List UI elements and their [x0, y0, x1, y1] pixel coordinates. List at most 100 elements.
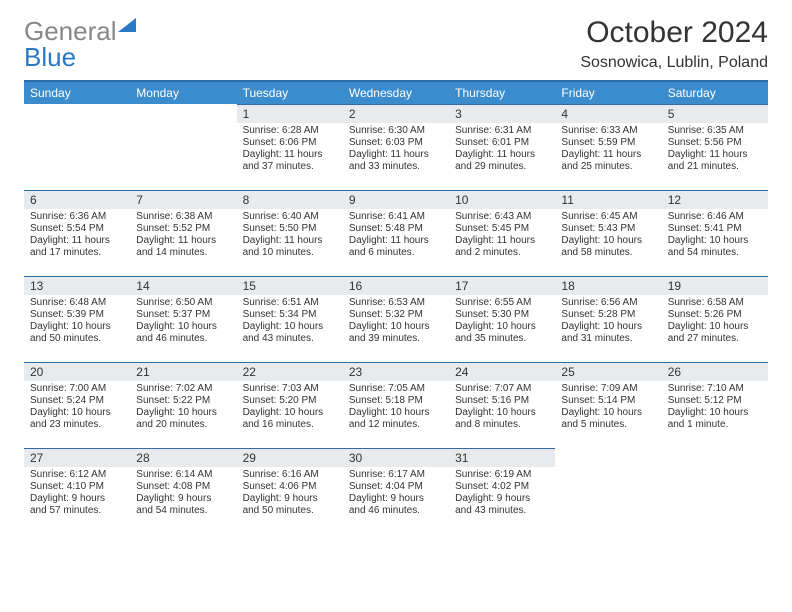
day-number: 25	[555, 362, 661, 381]
calendar-cell: 22Sunrise: 7:03 AMSunset: 5:20 PMDayligh…	[237, 362, 343, 448]
calendar-cell: 31Sunrise: 6:19 AMSunset: 4:02 PMDayligh…	[449, 448, 555, 534]
calendar-cell	[662, 448, 768, 534]
dow-header: Thursday	[449, 81, 555, 104]
day-body: Sunrise: 6:17 AMSunset: 4:04 PMDaylight:…	[343, 467, 449, 521]
calendar-cell: 4Sunrise: 6:33 AMSunset: 5:59 PMDaylight…	[555, 104, 661, 190]
calendar-cell: 30Sunrise: 6:17 AMSunset: 4:04 PMDayligh…	[343, 448, 449, 534]
calendar-cell: 24Sunrise: 7:07 AMSunset: 5:16 PMDayligh…	[449, 362, 555, 448]
day-number: 14	[130, 276, 236, 295]
day-number: 18	[555, 276, 661, 295]
day-body: Sunrise: 6:43 AMSunset: 5:45 PMDaylight:…	[449, 209, 555, 263]
day-number: 3	[449, 104, 555, 123]
day-number: 19	[662, 276, 768, 295]
calendar-cell: 7Sunrise: 6:38 AMSunset: 5:52 PMDaylight…	[130, 190, 236, 276]
calendar-cell: 25Sunrise: 7:09 AMSunset: 5:14 PMDayligh…	[555, 362, 661, 448]
day-body: Sunrise: 6:12 AMSunset: 4:10 PMDaylight:…	[24, 467, 130, 521]
day-number: 15	[237, 276, 343, 295]
day-body: Sunrise: 7:10 AMSunset: 5:12 PMDaylight:…	[662, 381, 768, 435]
day-number: 9	[343, 190, 449, 209]
day-body: Sunrise: 7:05 AMSunset: 5:18 PMDaylight:…	[343, 381, 449, 435]
day-number: 30	[343, 448, 449, 467]
calendar-cell: 14Sunrise: 6:50 AMSunset: 5:37 PMDayligh…	[130, 276, 236, 362]
calendar-cell: 1Sunrise: 6:28 AMSunset: 6:06 PMDaylight…	[237, 104, 343, 190]
day-number: 23	[343, 362, 449, 381]
calendar-cell: 8Sunrise: 6:40 AMSunset: 5:50 PMDaylight…	[237, 190, 343, 276]
day-body: Sunrise: 6:55 AMSunset: 5:30 PMDaylight:…	[449, 295, 555, 349]
calendar-cell	[130, 104, 236, 190]
calendar-cell: 28Sunrise: 6:14 AMSunset: 4:08 PMDayligh…	[130, 448, 236, 534]
calendar-cell: 12Sunrise: 6:46 AMSunset: 5:41 PMDayligh…	[662, 190, 768, 276]
dow-header: Tuesday	[237, 81, 343, 104]
day-number: 6	[24, 190, 130, 209]
day-number: 31	[449, 448, 555, 467]
day-body: Sunrise: 6:16 AMSunset: 4:06 PMDaylight:…	[237, 467, 343, 521]
day-number: 1	[237, 104, 343, 123]
dow-header: Sunday	[24, 81, 130, 104]
day-body: Sunrise: 6:50 AMSunset: 5:37 PMDaylight:…	[130, 295, 236, 349]
day-body: Sunrise: 7:02 AMSunset: 5:22 PMDaylight:…	[130, 381, 236, 435]
day-body: Sunrise: 6:28 AMSunset: 6:06 PMDaylight:…	[237, 123, 343, 177]
calendar-cell	[555, 448, 661, 534]
dow-header: Wednesday	[343, 81, 449, 104]
day-number: 27	[24, 448, 130, 467]
day-body: Sunrise: 6:41 AMSunset: 5:48 PMDaylight:…	[343, 209, 449, 263]
calendar-cell: 18Sunrise: 6:56 AMSunset: 5:28 PMDayligh…	[555, 276, 661, 362]
calendar-cell: 2Sunrise: 6:30 AMSunset: 6:03 PMDaylight…	[343, 104, 449, 190]
day-number: 7	[130, 190, 236, 209]
day-body: Sunrise: 6:19 AMSunset: 4:02 PMDaylight:…	[449, 467, 555, 521]
calendar-cell: 10Sunrise: 6:43 AMSunset: 5:45 PMDayligh…	[449, 190, 555, 276]
calendar-cell: 13Sunrise: 6:48 AMSunset: 5:39 PMDayligh…	[24, 276, 130, 362]
calendar-cell: 6Sunrise: 6:36 AMSunset: 5:54 PMDaylight…	[24, 190, 130, 276]
location: Sosnowica, Lublin, Poland	[580, 54, 768, 72]
day-number: 12	[662, 190, 768, 209]
day-body: Sunrise: 6:56 AMSunset: 5:28 PMDaylight:…	[555, 295, 661, 349]
dow-header: Saturday	[662, 81, 768, 104]
calendar-cell: 16Sunrise: 6:53 AMSunset: 5:32 PMDayligh…	[343, 276, 449, 362]
calendar-cell: 21Sunrise: 7:02 AMSunset: 5:22 PMDayligh…	[130, 362, 236, 448]
day-body: Sunrise: 7:07 AMSunset: 5:16 PMDaylight:…	[449, 381, 555, 435]
day-body: Sunrise: 7:03 AMSunset: 5:20 PMDaylight:…	[237, 381, 343, 435]
day-body: Sunrise: 6:46 AMSunset: 5:41 PMDaylight:…	[662, 209, 768, 263]
day-number: 11	[555, 190, 661, 209]
dow-header: Monday	[130, 81, 236, 104]
calendar-cell: 23Sunrise: 7:05 AMSunset: 5:18 PMDayligh…	[343, 362, 449, 448]
calendar-cell: 20Sunrise: 7:00 AMSunset: 5:24 PMDayligh…	[24, 362, 130, 448]
day-body: Sunrise: 6:35 AMSunset: 5:56 PMDaylight:…	[662, 123, 768, 177]
day-number: 10	[449, 190, 555, 209]
day-number: 20	[24, 362, 130, 381]
day-body: Sunrise: 7:00 AMSunset: 5:24 PMDaylight:…	[24, 381, 130, 435]
dow-header: Friday	[555, 81, 661, 104]
day-body: Sunrise: 6:31 AMSunset: 6:01 PMDaylight:…	[449, 123, 555, 177]
day-body: Sunrise: 6:14 AMSunset: 4:08 PMDaylight:…	[130, 467, 236, 521]
calendar-cell: 11Sunrise: 6:45 AMSunset: 5:43 PMDayligh…	[555, 190, 661, 276]
day-body: Sunrise: 6:40 AMSunset: 5:50 PMDaylight:…	[237, 209, 343, 263]
day-body: Sunrise: 6:51 AMSunset: 5:34 PMDaylight:…	[237, 295, 343, 349]
page-title: October 2024	[580, 18, 768, 48]
day-number: 16	[343, 276, 449, 295]
calendar: SundayMondayTuesdayWednesdayThursdayFrid…	[24, 80, 768, 534]
day-body: Sunrise: 6:53 AMSunset: 5:32 PMDaylight:…	[343, 295, 449, 349]
day-number: 28	[130, 448, 236, 467]
calendar-cell: 26Sunrise: 7:10 AMSunset: 5:12 PMDayligh…	[662, 362, 768, 448]
day-number: 24	[449, 362, 555, 381]
day-body: Sunrise: 6:36 AMSunset: 5:54 PMDaylight:…	[24, 209, 130, 263]
logo: General Blue	[24, 18, 136, 70]
day-number: 5	[662, 104, 768, 123]
day-number: 21	[130, 362, 236, 381]
calendar-cell: 27Sunrise: 6:12 AMSunset: 4:10 PMDayligh…	[24, 448, 130, 534]
calendar-cell: 17Sunrise: 6:55 AMSunset: 5:30 PMDayligh…	[449, 276, 555, 362]
day-body: Sunrise: 6:30 AMSunset: 6:03 PMDaylight:…	[343, 123, 449, 177]
day-body: Sunrise: 6:33 AMSunset: 5:59 PMDaylight:…	[555, 123, 661, 177]
day-number: 2	[343, 104, 449, 123]
day-body: Sunrise: 6:38 AMSunset: 5:52 PMDaylight:…	[130, 209, 236, 263]
calendar-cell: 9Sunrise: 6:41 AMSunset: 5:48 PMDaylight…	[343, 190, 449, 276]
calendar-cell	[24, 104, 130, 190]
calendar-cell: 29Sunrise: 6:16 AMSunset: 4:06 PMDayligh…	[237, 448, 343, 534]
day-number: 29	[237, 448, 343, 467]
calendar-cell: 15Sunrise: 6:51 AMSunset: 5:34 PMDayligh…	[237, 276, 343, 362]
day-number: 13	[24, 276, 130, 295]
day-number: 26	[662, 362, 768, 381]
day-body: Sunrise: 7:09 AMSunset: 5:14 PMDaylight:…	[555, 381, 661, 435]
day-body: Sunrise: 6:58 AMSunset: 5:26 PMDaylight:…	[662, 295, 768, 349]
sail-icon	[118, 18, 136, 32]
